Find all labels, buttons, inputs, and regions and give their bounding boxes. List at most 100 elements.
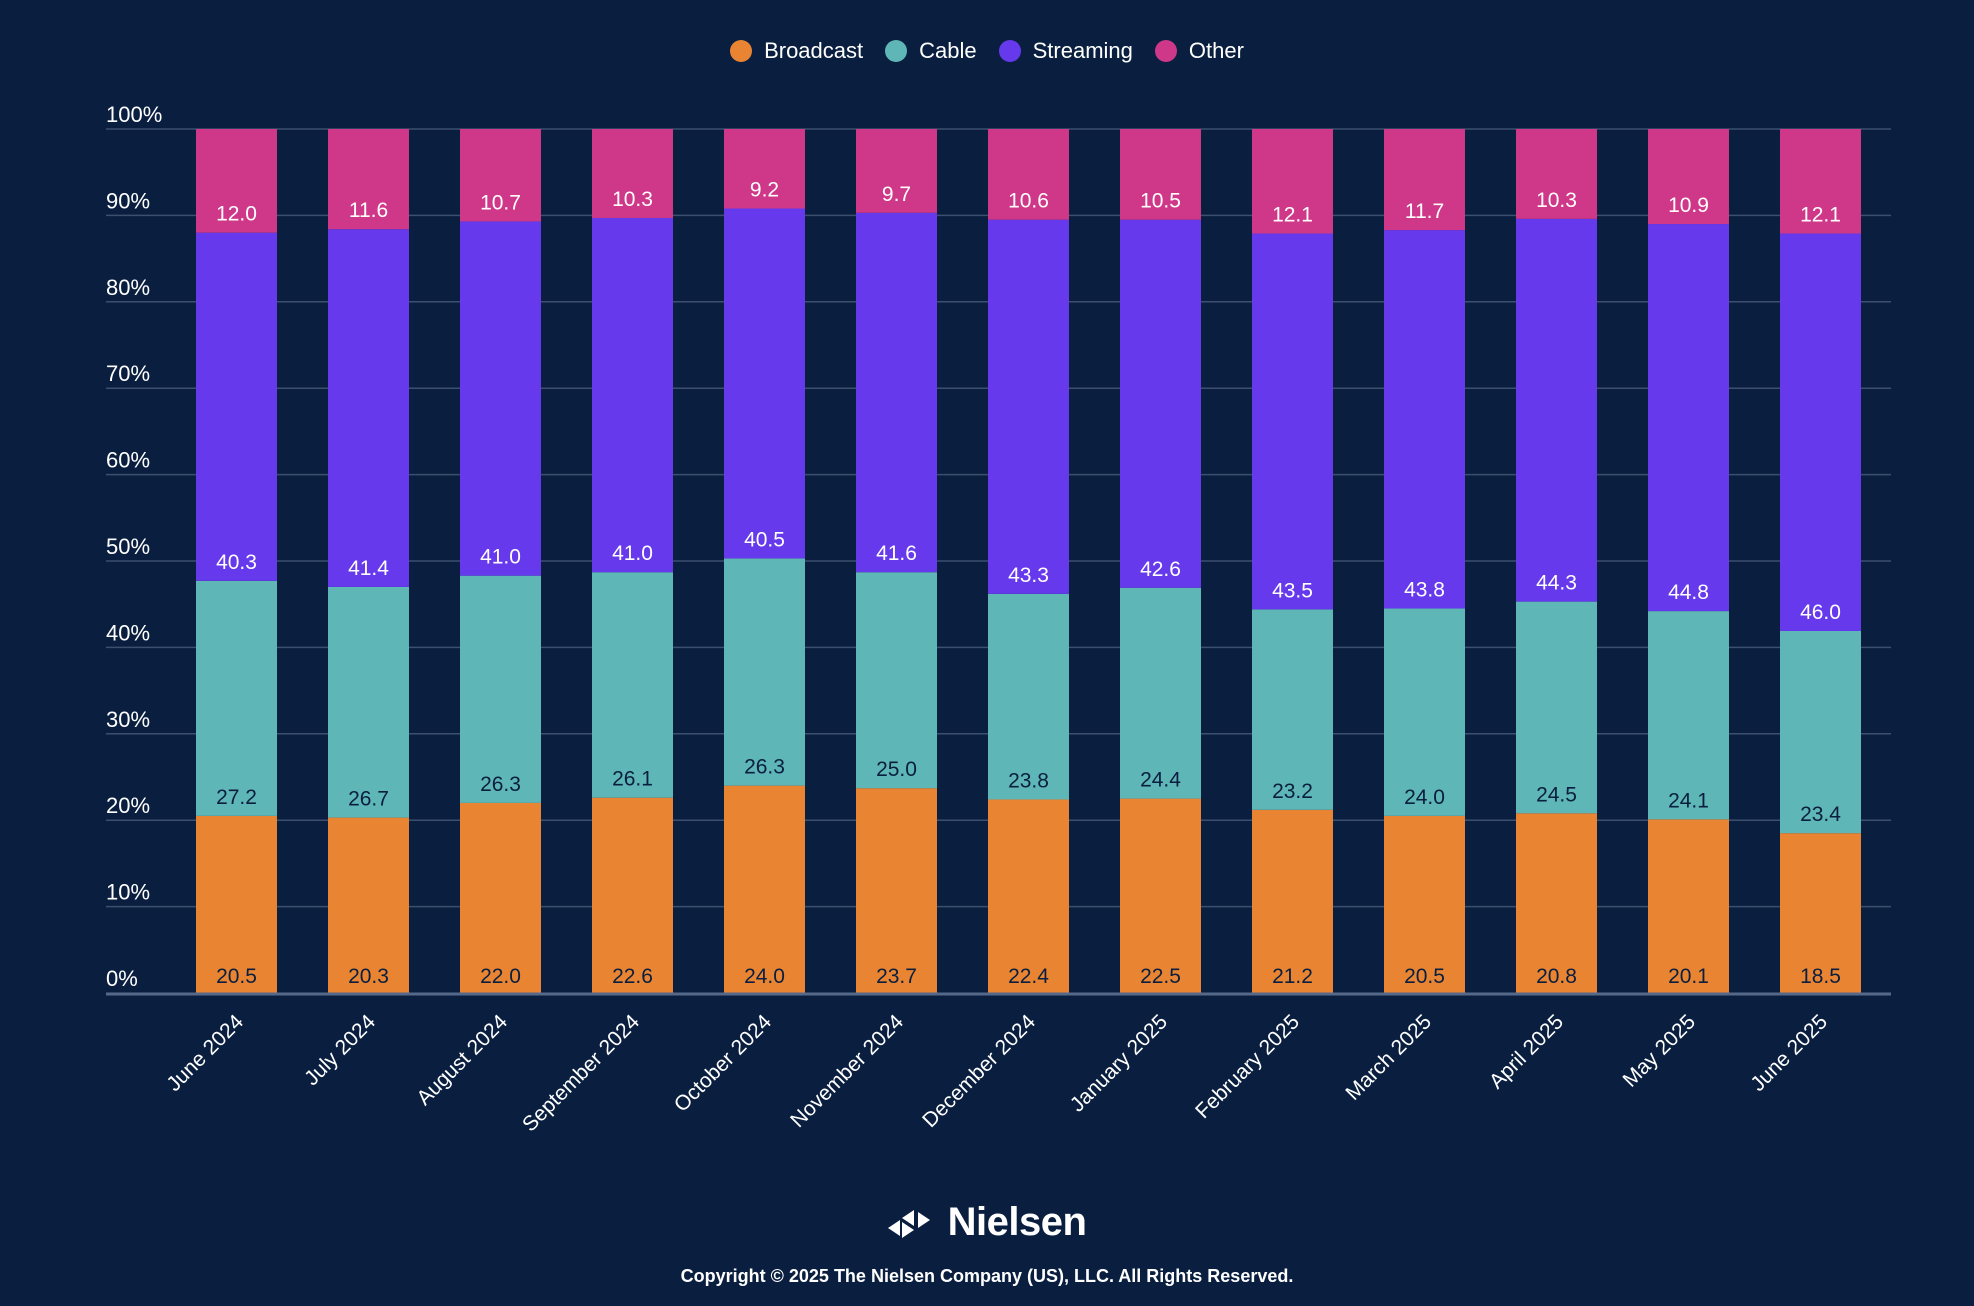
bar-stack [724, 129, 805, 993]
x-tick-label: November 2024 [786, 1010, 908, 1132]
bar-segment-broadcast [1384, 815, 1465, 993]
data-label-broadcast: 23.7 [876, 965, 917, 988]
nielsen-logo: Nielsen [0, 1200, 1974, 1245]
x-tick-label: June 2025 [1746, 1010, 1832, 1096]
y-axis: 0% 10% 20% 30% 40% 50% 60% 70% 80% 90% 100% [106, 102, 162, 991]
bar-stack [856, 129, 937, 993]
legend-item-other[interactable]: Other [1154, 38, 1244, 64]
bar-stack [460, 129, 541, 993]
bar-segment-other [1252, 129, 1333, 234]
bar-segment-other [856, 129, 937, 213]
bar-segment-cable [856, 572, 937, 789]
data-label-other: 10.5 [1140, 190, 1181, 213]
bar-segment-streaming [1648, 224, 1729, 612]
data-label-streaming: 41.0 [612, 542, 653, 565]
data-label-other: 9.7 [882, 183, 911, 206]
legend-item-broadcast[interactable]: Broadcast [730, 38, 863, 64]
bar-stack [1648, 129, 1729, 993]
legend-swatch-streaming [998, 40, 1021, 62]
bar-segment-cable [1384, 608, 1465, 816]
data-label-cable: 23.2 [1272, 780, 1313, 803]
bar-stack [1516, 129, 1597, 993]
bar-segment-other [988, 129, 1069, 220]
data-label-cable: 24.5 [1536, 783, 1577, 806]
copyright-notice: Copyright © 2025 The Nielsen Company (US… [680, 1266, 1294, 1286]
x-axis: June 2024 July 2024 August 2024 September 2… [106, 992, 1891, 1136]
data-label-cable: 26.3 [480, 773, 521, 796]
data-label-broadcast: 18.5 [1800, 965, 1841, 988]
bar-segment-other [328, 129, 409, 230]
data-label-streaming: 43.3 [1008, 564, 1049, 587]
bar-segment-other [592, 129, 673, 218]
brand-name: Nielsen [947, 1200, 1087, 1244]
bar-segment-other [1648, 129, 1729, 225]
bar-segment-broadcast [1648, 819, 1729, 993]
data-label-streaming: 40.5 [744, 528, 785, 551]
bar-segment-broadcast [1252, 809, 1333, 993]
data-label-other: 10.9 [1668, 194, 1709, 217]
x-tick-label: July 2024 [300, 1010, 380, 1090]
bar-segment-cable [1648, 611, 1729, 820]
legend-label: Cable [919, 38, 977, 63]
data-label-other: 10.3 [612, 188, 653, 211]
data-label-cable: 23.8 [1008, 769, 1049, 792]
data-label-cable: 26.3 [744, 756, 785, 779]
bar-stack [592, 129, 673, 993]
bar-segment-cable [460, 575, 541, 803]
legend-item-cable[interactable]: Cable [885, 38, 977, 64]
bar-segment-cable [1120, 587, 1201, 799]
bar-segment-cable [1516, 601, 1597, 814]
bar-segment-other [724, 129, 805, 209]
data-label-streaming: 44.8 [1668, 581, 1709, 604]
x-tick-label: February 2025 [1191, 1010, 1304, 1123]
y-tick-label: 100% [106, 102, 162, 127]
x-tick-label: December 2024 [918, 1010, 1040, 1132]
data-label-other: 12.0 [216, 203, 257, 226]
data-label-other: 10.7 [480, 191, 521, 214]
bar-segment-streaming [1252, 233, 1333, 610]
data-label-streaming: 43.8 [1404, 579, 1445, 602]
legend-label: Other [1188, 38, 1244, 63]
bar-stack [196, 129, 277, 993]
data-label-cable: 25.0 [876, 758, 917, 781]
bars [196, 129, 1861, 993]
bar-segment-cable [1252, 609, 1333, 810]
data-label-streaming: 46.0 [1800, 601, 1841, 624]
chart-legend: Broadcast Cable Streaming Other [0, 38, 1974, 64]
bar-segment-cable [988, 593, 1069, 800]
data-label-streaming: 44.3 [1536, 572, 1577, 595]
y-tick-label: 20% [106, 793, 150, 818]
bar-segment-broadcast [196, 815, 277, 993]
data-label-broadcast: 22.6 [612, 965, 653, 988]
data-label-broadcast: 21.2 [1272, 965, 1313, 988]
bar-stack [328, 129, 409, 993]
x-tick-label: May 2025 [1619, 1010, 1700, 1091]
data-label-other: 9.2 [750, 178, 779, 201]
data-label-other: 12.1 [1272, 204, 1313, 227]
legend-label: Broadcast [764, 38, 864, 63]
bar-segment-cable [592, 572, 673, 798]
data-label-cable: 24.4 [1140, 769, 1181, 792]
data-label-other: 12.1 [1800, 204, 1841, 227]
data-label-streaming: 40.3 [216, 551, 257, 574]
bar-segment-broadcast [1780, 833, 1861, 993]
bar-segment-other [1516, 129, 1597, 219]
bar-stack [1252, 129, 1333, 993]
y-tick-label: 60% [106, 448, 150, 473]
legend-swatch-other [1154, 40, 1177, 62]
legend-label: Streaming [1032, 38, 1133, 63]
legend-item-streaming[interactable]: Streaming [998, 38, 1133, 64]
data-label-broadcast: 22.0 [480, 965, 521, 988]
legend-swatch-cable [885, 40, 908, 62]
x-tick-label: June 2024 [162, 1010, 248, 1096]
x-tick-label: March 2025 [1341, 1010, 1436, 1105]
bar-segment-other [196, 129, 277, 233]
bar-segment-broadcast [460, 802, 541, 993]
bar-segment-cable [196, 580, 277, 816]
bar-segment-streaming [724, 208, 805, 559]
bar-segment-other [1384, 129, 1465, 231]
data-label-streaming: 41.0 [480, 546, 521, 569]
y-tick-label: 30% [106, 707, 150, 732]
bar-segment-other [1120, 129, 1201, 220]
y-tick-label: 0% [106, 966, 138, 991]
